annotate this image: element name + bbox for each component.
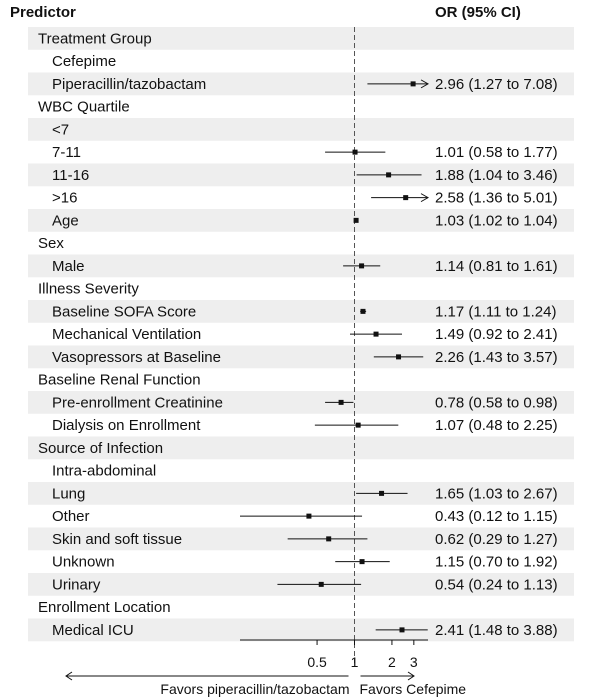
or-ci-text: 2.26 (1.43 to 3.57)	[435, 349, 558, 366]
row-label: Male	[52, 258, 85, 275]
x-tick-label: 2	[388, 654, 396, 670]
or-point	[353, 217, 359, 223]
row-label: 7-11	[52, 144, 81, 161]
row-label: Intra-abdominal	[52, 463, 156, 480]
row-band	[28, 209, 574, 232]
or-point	[396, 354, 402, 360]
predictor-header: Predictor	[10, 4, 76, 21]
ci-arrow	[420, 193, 430, 203]
x-tick-label: 1	[351, 654, 359, 670]
row-label: Cefepime	[52, 53, 116, 70]
or-point	[399, 627, 405, 633]
row-label: Skin and soft tissue	[52, 531, 182, 548]
row-band	[28, 300, 574, 323]
or-ci-text: 2.41 (1.48 to 3.88)	[435, 622, 558, 639]
or-ci-text: 2.96 (1.27 to 7.08)	[435, 76, 558, 93]
group-label: Source of Infection	[38, 440, 163, 457]
row-label: Baseline SOFA Score	[52, 303, 196, 320]
row-label: Urinary	[52, 576, 101, 593]
row-label: Dialysis on Enrollment	[52, 417, 201, 434]
row-labels: Treatment Group Cefepime Piperacillin/tazo…	[38, 30, 223, 639]
or-point	[403, 195, 409, 201]
or-ci-text: 1.15 (0.70 to 1.92)	[435, 554, 558, 571]
row-label: Unknown	[52, 554, 115, 571]
favors-right-label: Favors Cefepime	[360, 681, 467, 697]
or-ci-text: 1.88 (1.04 to 3.46)	[435, 167, 558, 184]
group-label: Baseline Renal Function	[38, 372, 201, 389]
row-label: >16	[52, 190, 77, 207]
or-point	[373, 331, 379, 337]
x-tick-label: 3	[410, 654, 418, 670]
x-axis: 0.5 1 2 3	[240, 639, 428, 670]
row-label: Piperacillin/tazobactam	[52, 76, 206, 93]
or-point	[410, 81, 416, 87]
row-label: Other	[52, 508, 90, 525]
row-label: Age	[52, 212, 79, 229]
or-point	[386, 172, 392, 178]
estimate-texts: 2.96 (1.27 to 7.08) 1.01 (0.58 to 1.77) 1.…	[435, 76, 558, 639]
row-band	[28, 72, 574, 96]
or-point	[355, 422, 361, 428]
or-ci-text: 1.07 (0.48 to 2.25)	[435, 417, 558, 434]
row-band	[28, 618, 574, 642]
or-ci-text: 1.65 (1.03 to 2.67)	[435, 485, 558, 502]
or-ci-header: OR (95% CI)	[435, 4, 521, 21]
favors-left-arrowhead	[65, 671, 73, 681]
row-label: Medical ICU	[52, 622, 134, 639]
or-point	[360, 308, 366, 314]
or-point	[318, 581, 324, 587]
or-ci-text: 0.78 (0.58 to 0.98)	[435, 394, 558, 411]
or-point	[338, 399, 344, 405]
group-label: Sex	[38, 235, 64, 252]
ci-arrow	[420, 79, 430, 89]
row-band	[28, 391, 574, 414]
or-point	[379, 490, 385, 496]
or-ci-text: 0.43 (0.12 to 1.15)	[435, 508, 558, 525]
group-label: Enrollment Location	[38, 599, 171, 616]
or-ci-text: 0.62 (0.29 to 1.27)	[435, 531, 558, 548]
row-label: <7	[52, 121, 69, 138]
row-label: Pre-enrollment Creatinine	[52, 394, 223, 411]
favors-arrows: Favors piperacillin/tazobactam Favors Cef…	[65, 671, 467, 697]
or-point	[359, 263, 365, 269]
or-point	[359, 559, 365, 565]
or-ci-text: 1.17 (1.11 to 1.24)	[435, 303, 556, 320]
x-tick-label: 0.5	[307, 654, 327, 670]
row-band	[28, 345, 574, 369]
row-band	[28, 254, 574, 278]
favors-left-label: Favors piperacillin/tazobactam	[160, 681, 349, 697]
or-ci-text: 0.54 (0.24 to 1.13)	[435, 576, 558, 593]
group-label: Treatment Group	[38, 30, 152, 47]
row-label: Vasopressors at Baseline	[52, 349, 221, 366]
row-band	[28, 118, 574, 141]
or-ci-text: 1.03 (1.02 to 1.04)	[435, 212, 558, 229]
or-point	[306, 513, 312, 519]
or-ci-text: 1.01 (0.58 to 1.77)	[435, 144, 558, 161]
favors-right-arrowhead	[407, 671, 415, 681]
or-ci-text: 2.58 (1.36 to 5.01)	[435, 190, 558, 207]
row-label: Mechanical Ventilation	[52, 326, 201, 343]
row-band	[28, 436, 574, 460]
row-label: Lung	[52, 485, 85, 502]
row-label: 11-16	[52, 167, 89, 184]
row-band	[28, 27, 574, 50]
group-label: WBC Quartile	[38, 99, 130, 116]
or-point	[352, 149, 358, 155]
or-ci-text: 1.49 (0.92 to 2.41)	[435, 326, 558, 343]
row-band	[28, 482, 574, 505]
group-label: Illness Severity	[38, 281, 139, 298]
row-band	[28, 163, 574, 187]
estimate-marks	[240, 79, 430, 633]
or-point	[326, 536, 332, 542]
or-ci-text: 1.14 (0.81 to 1.61)	[435, 258, 558, 275]
